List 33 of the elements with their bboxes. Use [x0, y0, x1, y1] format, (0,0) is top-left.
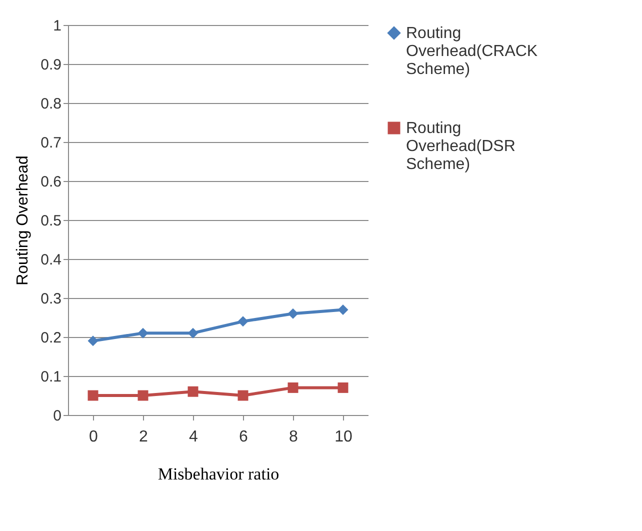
- x-tick-label: 8: [289, 428, 298, 446]
- point: [88, 390, 98, 401]
- point: [138, 390, 148, 401]
- y-tick-label: 0.1: [40, 368, 62, 386]
- y-tick-label: 0.4: [40, 252, 62, 268]
- y-axis-title: Routing Overhead: [14, 156, 32, 286]
- point: [338, 382, 348, 393]
- x-tick-label: 6: [239, 428, 248, 446]
- point: [88, 336, 98, 346]
- point: [238, 390, 248, 401]
- x-tick-label: 2: [139, 428, 148, 446]
- x-tick-label: 4: [189, 428, 198, 446]
- x-axis-title: Misbehavior ratio: [158, 464, 280, 484]
- point: [288, 382, 298, 393]
- y-tick-label: 1: [53, 18, 62, 34]
- point: [188, 386, 198, 397]
- point: [338, 304, 348, 315]
- y-tick-label: 0.3: [40, 290, 62, 308]
- point: [138, 328, 148, 338]
- x-tick-label: 0: [89, 428, 98, 446]
- y-tick-label: 0.7: [40, 134, 62, 152]
- y-tick-label: 0: [53, 408, 62, 424]
- y-tick-label: 0.5: [40, 212, 62, 230]
- y-tick-label: 0.9: [40, 56, 62, 74]
- y-tick-label: 0.8: [40, 96, 62, 112]
- y-tick-label: 0.6: [40, 174, 62, 190]
- point: [238, 316, 248, 327]
- legend-label: Routing Overhead(CRACK Scheme): [406, 25, 538, 78]
- y-tick-label: 0.2: [40, 330, 62, 346]
- point: [188, 328, 198, 338]
- x-tick-label: 10: [334, 428, 352, 446]
- legend-label: Routing Overhead(DSR Scheme): [406, 120, 516, 173]
- point: [288, 308, 298, 319]
